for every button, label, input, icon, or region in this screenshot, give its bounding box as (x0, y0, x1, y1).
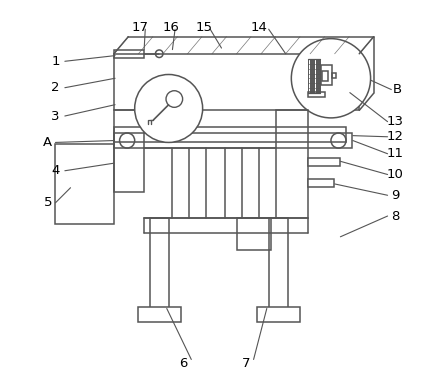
Bar (114, 54, 359, 110)
Bar (150, 218, 169, 309)
Bar (308, 92, 325, 97)
Bar (308, 179, 334, 187)
Text: 14: 14 (251, 21, 268, 34)
Text: 5: 5 (43, 196, 52, 210)
Text: 2: 2 (51, 81, 60, 94)
Bar (256, 308, 300, 322)
Bar (114, 50, 144, 57)
Text: B: B (392, 83, 401, 96)
Bar (276, 110, 308, 218)
Text: A: A (43, 136, 52, 149)
Circle shape (291, 39, 371, 118)
Bar (114, 133, 352, 148)
Text: 1: 1 (51, 55, 60, 68)
Bar (55, 144, 114, 224)
Bar (114, 127, 346, 142)
Bar (269, 218, 288, 309)
Bar (237, 218, 271, 250)
Text: 11: 11 (387, 147, 404, 160)
Text: 4: 4 (51, 164, 60, 177)
Bar (308, 157, 340, 166)
Bar (322, 71, 328, 81)
Bar (138, 308, 181, 322)
Bar (114, 110, 144, 192)
Text: 17: 17 (132, 21, 149, 34)
Text: 9: 9 (391, 189, 399, 202)
Text: 12: 12 (387, 130, 404, 143)
Circle shape (135, 74, 202, 142)
Text: 3: 3 (51, 110, 60, 123)
Text: 15: 15 (196, 21, 213, 34)
Text: 13: 13 (387, 115, 404, 128)
Text: 7: 7 (242, 357, 250, 370)
Bar (321, 65, 332, 85)
Text: 8: 8 (391, 210, 399, 223)
Bar (332, 73, 336, 78)
Text: 10: 10 (387, 168, 404, 181)
Text: 6: 6 (179, 357, 188, 370)
Text: 16: 16 (162, 21, 179, 34)
